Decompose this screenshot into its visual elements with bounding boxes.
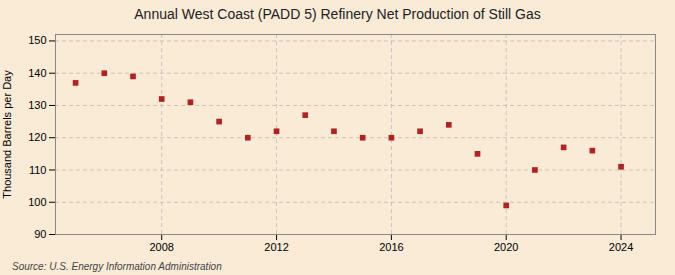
svg-text:2008: 2008 (149, 241, 173, 253)
svg-text:120: 120 (28, 131, 46, 143)
svg-text:100: 100 (28, 196, 46, 208)
svg-text:2020: 2020 (494, 241, 518, 253)
svg-text:140: 140 (28, 67, 46, 79)
svg-text:90: 90 (34, 228, 46, 240)
svg-text:2024: 2024 (609, 241, 633, 253)
svg-text:110: 110 (29, 164, 47, 176)
html-text:Source: U.S. Energy Informatio: Source: U.S. Energy Information Administ… (12, 261, 222, 272)
svg-text:150: 150 (28, 34, 46, 46)
html-text:Annual West Coast (PADD 5) Ref: Annual West Coast (PADD 5) Refinery Net … (134, 6, 541, 22)
svg-text:2012: 2012 (264, 241, 288, 253)
svg-text:130: 130 (28, 99, 46, 111)
svg-text:2016: 2016 (379, 241, 403, 253)
svg-text:Thousand Barrels per Day: Thousand Barrels per Day (1, 70, 13, 199)
